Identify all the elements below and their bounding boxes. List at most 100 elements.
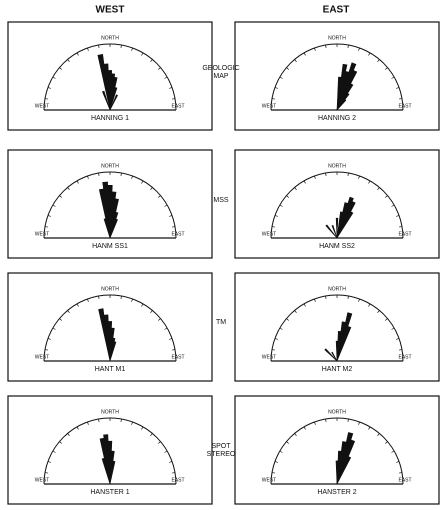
tick-mark	[391, 204, 395, 207]
tick-mark	[314, 421, 316, 425]
rose-petal	[109, 94, 119, 111]
tick-mark	[396, 461, 400, 463]
tick-mark	[131, 175, 133, 179]
tick-mark	[398, 472, 403, 474]
chart-title: HANSTER 2	[317, 489, 356, 496]
tick-mark	[59, 318, 62, 321]
west-label: WEST	[35, 231, 49, 237]
tick-mark	[279, 76, 283, 79]
column-header: WEST	[96, 5, 125, 16]
tick-mark	[274, 215, 278, 217]
tick-mark	[171, 349, 176, 351]
tick-mark	[274, 461, 278, 463]
tick-mark	[385, 67, 388, 70]
chart-title: HANM SS1	[92, 243, 128, 250]
east-label: EAST	[171, 103, 184, 109]
north-label: NORTH	[328, 286, 346, 292]
tick-mark	[274, 87, 278, 89]
rose-petal	[109, 87, 118, 111]
panel-frame	[234, 272, 440, 382]
tick-mark	[286, 318, 289, 321]
tick-mark	[47, 338, 51, 340]
tick-mark	[141, 303, 144, 307]
tick-mark	[52, 450, 56, 453]
tick-mark	[76, 303, 79, 307]
tick-mark	[396, 338, 400, 340]
tick-mark	[67, 433, 70, 436]
tick-mark	[169, 87, 173, 89]
tick-mark	[44, 349, 49, 351]
row-label: TM	[216, 319, 226, 326]
tick-mark	[98, 172, 100, 177]
west-label: WEST	[35, 477, 49, 483]
tick-mark	[141, 180, 144, 184]
tick-mark	[169, 461, 173, 463]
tick-mark	[358, 47, 360, 51]
tick-mark	[294, 310, 297, 313]
tick-mark	[377, 310, 380, 313]
tick-mark	[52, 204, 56, 207]
tick-mark	[158, 318, 161, 321]
tick-mark	[87, 421, 89, 425]
tick-mark	[279, 327, 283, 330]
rose-petal	[331, 351, 338, 362]
tick-mark	[150, 433, 153, 436]
tick-mark	[303, 426, 306, 430]
tick-mark	[271, 98, 276, 100]
tick-mark	[279, 450, 283, 453]
tick-mark	[131, 421, 133, 425]
tick-mark	[44, 98, 49, 100]
tick-mark	[171, 98, 176, 100]
tick-mark	[377, 59, 380, 62]
panel-frame	[7, 149, 213, 259]
tick-mark	[44, 226, 49, 228]
north-label: NORTH	[101, 286, 119, 292]
tick-mark	[358, 175, 360, 179]
tick-mark	[385, 195, 388, 198]
tick-mark	[368, 52, 371, 56]
tick-mark	[164, 327, 168, 330]
tick-mark	[294, 433, 297, 436]
panel-frame	[234, 395, 440, 505]
tick-mark	[52, 76, 56, 79]
tick-mark	[271, 472, 276, 474]
tick-mark	[131, 47, 133, 51]
rose-petal	[324, 348, 338, 362]
tick-mark	[171, 226, 176, 228]
tick-mark	[76, 426, 79, 430]
west-label: WEST	[262, 103, 276, 109]
tick-mark	[347, 44, 349, 49]
tick-mark	[347, 295, 349, 300]
tick-mark	[98, 44, 100, 49]
chart-title: HANM SS2	[319, 243, 355, 250]
tick-mark	[294, 187, 297, 190]
tick-mark	[76, 52, 79, 56]
north-label: NORTH	[101, 163, 119, 169]
tick-mark	[158, 441, 161, 444]
row-label: GEOLOGIC MAP	[202, 65, 239, 80]
tick-mark	[274, 338, 278, 340]
row-label: MSS	[213, 197, 229, 204]
tick-mark	[158, 195, 161, 198]
tick-mark	[47, 215, 51, 217]
tick-mark	[347, 418, 349, 423]
rose-petal	[336, 211, 354, 239]
rose-petal	[331, 225, 338, 239]
north-label: NORTH	[101, 409, 119, 415]
rose-petal	[335, 217, 339, 239]
east-label: EAST	[398, 477, 411, 483]
panel-frame	[234, 21, 440, 131]
tick-mark	[391, 76, 395, 79]
tick-mark	[347, 172, 349, 177]
tick-mark	[150, 310, 153, 313]
tick-mark	[303, 52, 306, 56]
east-label: EAST	[398, 354, 411, 360]
tick-mark	[279, 204, 283, 207]
tick-mark	[141, 426, 144, 430]
tick-mark	[164, 450, 168, 453]
east-label: EAST	[171, 477, 184, 483]
north-label: NORTH	[328, 163, 346, 169]
chart-title: HANNING 1	[91, 115, 129, 122]
tick-mark	[164, 204, 168, 207]
tick-mark	[303, 303, 306, 307]
